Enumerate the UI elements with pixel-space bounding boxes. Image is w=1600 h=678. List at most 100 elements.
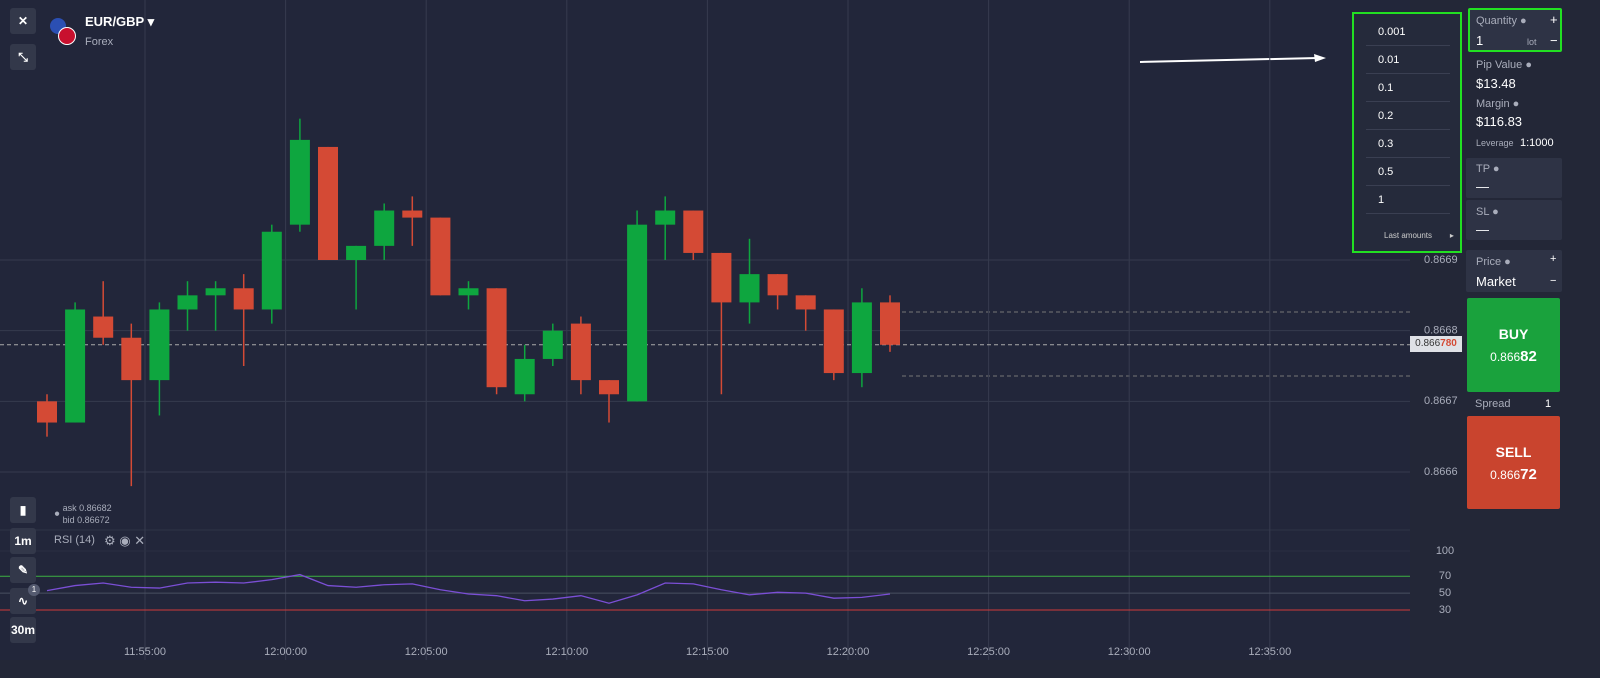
candle-body xyxy=(823,309,844,374)
buy-label[interactable]: BUY xyxy=(1498,326,1529,342)
candle-body xyxy=(430,217,451,296)
quantity-option[interactable]: 0.3 xyxy=(1366,131,1450,158)
tp-value: — xyxy=(1476,179,1489,194)
market: Forex xyxy=(85,36,114,48)
leverage-value: 1:1000 xyxy=(1520,137,1554,149)
margin-value: $116.83 xyxy=(1476,114,1523,129)
candle-body xyxy=(767,274,788,296)
candle-body xyxy=(37,401,57,423)
time-tick-label: 12:00:00 xyxy=(264,646,307,658)
candle-body xyxy=(233,288,254,310)
buy-main[interactable]: 0.866 xyxy=(1490,350,1521,364)
symbol[interactable]: EUR/GBP ▾ xyxy=(85,14,155,29)
candle-body xyxy=(261,231,282,310)
time-tick-label: 12:20:00 xyxy=(827,646,870,658)
price-minus[interactable]: − xyxy=(1550,275,1557,287)
quantity-unit: lot xyxy=(1527,37,1537,47)
quantity-plus[interactable]: + xyxy=(1550,12,1558,27)
candle-body xyxy=(880,302,900,345)
pip-value: $13.48 xyxy=(1476,76,1516,91)
tp-box[interactable] xyxy=(1466,158,1562,198)
time-tick-label: 12:10:00 xyxy=(545,646,588,658)
rsi-tick-label: 30 xyxy=(1439,604,1451,616)
candle-body xyxy=(93,316,114,338)
pip-label: Pip Value ● xyxy=(1476,59,1532,71)
price-tick-label: 0.8668 xyxy=(1424,325,1458,337)
chart-bg xyxy=(0,0,1410,660)
quantity-label-text: Quantity xyxy=(1476,15,1517,27)
price-tick-label: 0.8666 xyxy=(1424,466,1458,478)
close-button[interactable]: ✕ xyxy=(10,8,36,34)
sell-label[interactable]: SELL xyxy=(1495,444,1532,460)
quantity-dropdown xyxy=(1352,12,1462,253)
ask: ask 0.86682 xyxy=(62,503,112,513)
symbol-text[interactable]: EUR/GBP xyxy=(85,14,144,29)
interval-button[interactable]: 30m xyxy=(10,617,36,643)
rsi-tick-label: 100 xyxy=(1436,545,1454,557)
candle-body xyxy=(289,139,310,225)
dropdown-footer[interactable]: Last amounts ▸ xyxy=(1384,231,1454,240)
spread-value: 1 xyxy=(1545,398,1552,410)
leverage-label: Leverage xyxy=(1476,138,1514,148)
candle-body xyxy=(318,146,338,260)
quantity-option[interactable]: 0.1 xyxy=(1366,75,1450,102)
sell-button[interactable]: SELL 0.86672 xyxy=(1467,416,1560,509)
tp-label: TP ● xyxy=(1476,163,1500,175)
candle-body xyxy=(402,210,423,218)
draw-button[interactable]: ✎ xyxy=(10,557,36,583)
tp-label-text: TP xyxy=(1476,163,1490,175)
price-label: Price ● xyxy=(1476,256,1511,268)
sl-label-text: SL xyxy=(1476,206,1490,218)
candle-body xyxy=(570,323,591,381)
collapse-button[interactable]: ⤡ xyxy=(10,44,36,70)
rsi-controls[interactable]: ⚙ ◉ ✕ xyxy=(104,533,146,548)
chart-type-button[interactable]: ▮ xyxy=(10,497,36,523)
quantity-value[interactable]: 1 xyxy=(1476,33,1484,48)
buy-tail[interactable]: 82 xyxy=(1520,348,1537,365)
time-tick-label: 12:15:00 xyxy=(686,646,729,658)
spread-label: Spread xyxy=(1475,398,1511,410)
quantity-option[interactable]: 0.001 xyxy=(1366,19,1450,46)
sell-main[interactable]: 0.866 xyxy=(1490,468,1521,482)
uk-flag xyxy=(58,27,76,45)
price-main: 0.866 xyxy=(1415,338,1441,349)
sell-tail[interactable]: 72 xyxy=(1520,466,1537,483)
candle-body xyxy=(177,295,198,310)
sl-label: SL ● xyxy=(1476,206,1499,218)
candle-body xyxy=(374,210,395,246)
candle-body xyxy=(683,210,704,253)
quantity-option[interactable]: 0.01 xyxy=(1366,47,1450,74)
candle-body xyxy=(599,380,619,395)
margin-label-text: Margin xyxy=(1476,98,1510,110)
quantity-box[interactable] xyxy=(1468,8,1562,52)
price-label-text: Price xyxy=(1476,256,1502,268)
badge: 1 xyxy=(28,584,40,596)
candle-body xyxy=(711,252,732,303)
candle-body xyxy=(542,330,563,359)
quantity-option[interactable]: 0.2 xyxy=(1366,103,1450,130)
candle-body xyxy=(627,224,648,402)
price-value[interactable]: Market xyxy=(1476,274,1516,289)
timeframe-button[interactable]: 1m xyxy=(10,528,36,554)
sl-box[interactable] xyxy=(1466,200,1562,240)
time-tick-label: 12:25:00 xyxy=(967,646,1010,658)
candle-body xyxy=(346,245,367,260)
candle-body xyxy=(739,274,760,303)
pip-label-text: Pip Value xyxy=(1476,59,1523,71)
rsi-line xyxy=(46,573,891,604)
footer-text[interactable]: Last amounts xyxy=(1384,231,1433,240)
rsi-tick-label: 70 xyxy=(1439,570,1451,582)
quantity-label: Quantity ● xyxy=(1476,15,1527,27)
candle-body xyxy=(851,302,872,374)
quantity-option[interactable]: 0.5 xyxy=(1366,159,1450,186)
time-tick-label: 11:55:00 xyxy=(124,646,166,658)
quantity-option[interactable]: 1 xyxy=(1366,187,1450,214)
price-box[interactable] xyxy=(1466,250,1562,292)
buy-button[interactable]: BUY 0.86682 xyxy=(1467,298,1560,392)
rsi-label: RSI (14) xyxy=(54,534,95,546)
price-plus[interactable]: + xyxy=(1550,253,1557,265)
quantity-minus[interactable]: − xyxy=(1550,33,1558,48)
time-tick-label: 12:05:00 xyxy=(405,646,448,658)
